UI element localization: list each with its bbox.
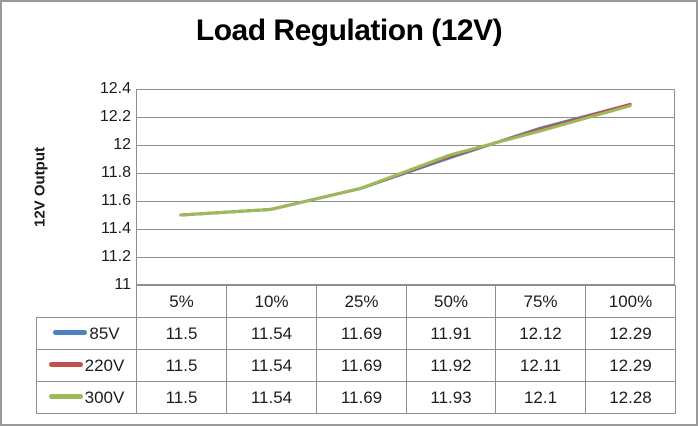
legend-line-swatch [48,362,83,368]
value-cell: 12.11 [495,349,586,382]
value-cell: 12.28 [585,381,676,414]
table-row: 220V 11.5 11.54 11.69 11.92 12.11 12.29 [36,349,676,382]
y-axis-title: 12V Output [31,146,49,228]
y-tick-label: 11.4 [101,220,131,237]
legend-key-85V: 85V [36,317,137,350]
load-percent-header: 5% [136,285,227,318]
value-cell: 11.54 [226,381,317,414]
load-percent-header: 50% [406,285,496,318]
value-cell: 11.69 [316,349,407,382]
load-percent-header: 75% [495,285,586,318]
y-tick-label: 11.6 [101,192,131,209]
table-row: 300V 11.5 11.54 11.69 11.93 12.1 12.28 [36,381,676,414]
y-tick-label: 11.2 [101,248,131,265]
legend-key-220V: 220V [36,349,137,382]
value-cell: 11.54 [226,317,317,350]
y-tick-label: 11.8 [101,164,131,181]
value-cell: 12.12 [495,317,586,350]
chart-title: Load Regulation (12V) [195,14,503,47]
value-cell: 12.1 [495,381,586,414]
value-cell: 11.5 [136,381,227,414]
value-cell: 11.54 [226,349,317,382]
table-header-row: 5% 10% 25% 50% 75% 100% [37,285,676,318]
plot-border [136,89,675,285]
y-tick-label: 12.4 [99,80,131,97]
series-name-label: 300V [84,387,125,407]
load-percent-header: 100% [585,285,676,318]
series-line-85V [179,102,632,217]
table-corner-blank [37,286,137,318]
series-line-300V [179,104,632,217]
y-tick-label: 12 [113,136,131,153]
legend-key-300V: 300V [36,381,137,414]
load-percent-header: 10% [226,285,317,318]
plot-svg [136,89,675,285]
legend-line-swatch [48,394,83,400]
table-row: 85V 11.5 11.54 11.69 11.91 12.12 12.29 [36,317,676,350]
y-tick-label: 12.2 [99,108,131,125]
load-percent-header: 25% [316,285,407,318]
value-cell: 11.93 [406,381,496,414]
value-cell: 11.69 [316,317,407,350]
legend-line-swatch [53,330,88,336]
value-cell: 11.69 [316,381,407,414]
value-cell: 11.91 [406,317,496,350]
value-cell: 11.5 [136,349,227,382]
series-name-label: 85V [89,323,120,343]
value-cell: 12.29 [585,317,676,350]
value-cell: 11.5 [136,317,227,350]
value-cell: 12.29 [585,349,676,382]
series-name-label: 220V [84,355,125,375]
value-cell: 11.92 [406,349,496,382]
data-table: 5% 10% 25% 50% 75% 100% 85V 11.5 11.54 11.69 11.91… [36,285,676,414]
y-tick-label: 11 [114,276,131,293]
